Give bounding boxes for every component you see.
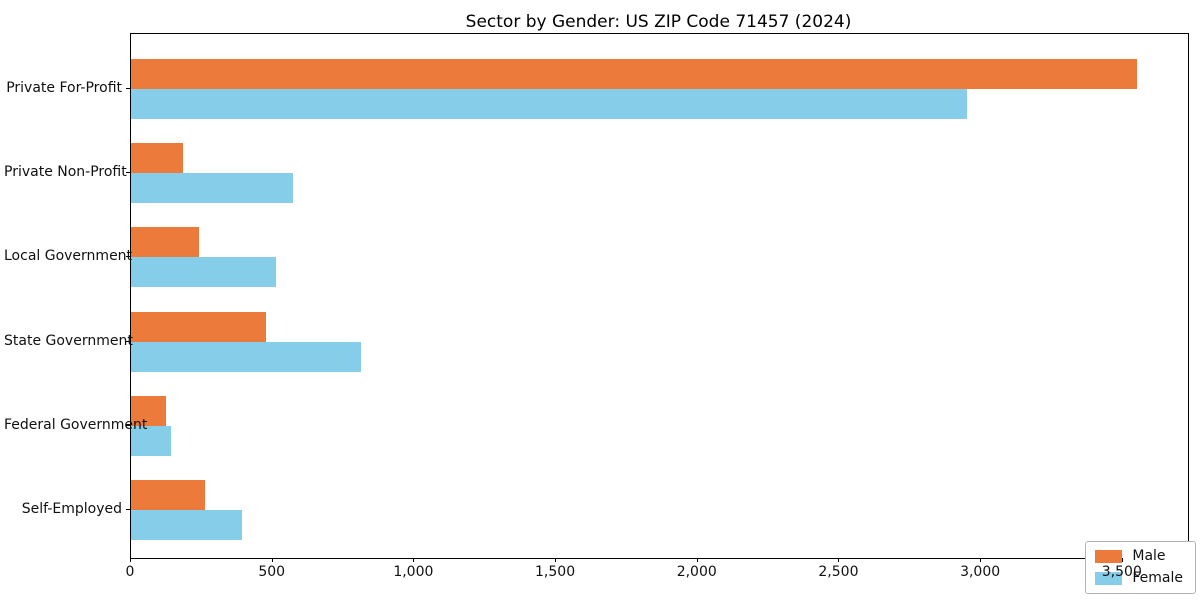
y-tick-label: Federal Government — [4, 416, 148, 433]
x-tick-mark — [1121, 558, 1123, 562]
y-tick-label: Private For-Profit — [6, 79, 122, 96]
bar-female-0 — [131, 88, 967, 119]
bar-male-4 — [131, 395, 166, 426]
y-tick-mark — [126, 87, 130, 89]
legend-row-male: Male — [1095, 549, 1183, 564]
y-tick-mark — [126, 340, 130, 342]
legend-row-female: Female — [1095, 571, 1183, 586]
legend-swatch-female — [1095, 572, 1123, 585]
y-tick-label: State Government — [4, 332, 133, 349]
legend-label-male: Male — [1132, 548, 1166, 564]
x-tick-mark — [413, 558, 415, 562]
y-tick-mark — [126, 172, 130, 173]
x-tick-label: 2,500 — [818, 564, 859, 580]
x-tick-mark — [555, 558, 557, 562]
bar-male-3 — [131, 311, 266, 342]
y-tick-mark — [126, 509, 130, 511]
plot-area — [130, 33, 1189, 559]
x-tick-mark — [980, 558, 982, 562]
x-tick-label: 3,000 — [960, 564, 1001, 580]
y-tick-mark — [126, 256, 130, 258]
x-tick-label: 500 — [258, 564, 286, 580]
legend: Male Female — [1085, 541, 1196, 594]
x-tick-label: 0 — [125, 564, 135, 580]
bar-female-1 — [131, 173, 293, 203]
legend-label-female: Female — [1132, 570, 1183, 586]
x-tick-mark — [130, 558, 131, 562]
bar-male-1 — [131, 143, 183, 173]
x-tick-mark — [271, 558, 273, 562]
y-tick-label: Self-Employed — [21, 501, 122, 518]
bar-female-5 — [131, 510, 242, 541]
bar-male-0 — [131, 58, 1137, 89]
y-tick-label: Local Government — [4, 248, 133, 265]
x-tick-mark — [696, 558, 698, 562]
x-tick-label: 2,000 — [676, 564, 717, 580]
x-tick-label: 1,000 — [393, 564, 434, 580]
y-tick-label: Private Non-Profit — [4, 164, 127, 180]
bar-male-5 — [131, 480, 205, 511]
y-tick-mark — [126, 424, 130, 426]
bar-female-3 — [131, 341, 361, 372]
chart-title: Sector by Gender: US ZIP Code 71457 (202… — [465, 12, 852, 32]
x-tick-label: 1,500 — [535, 564, 576, 580]
x-tick-mark — [838, 558, 840, 562]
bar-female-2 — [131, 257, 276, 288]
bar-female-4 — [131, 425, 171, 456]
legend-swatch-male — [1095, 550, 1123, 563]
bar-male-2 — [131, 227, 199, 258]
x-tick-label: 3,500 — [1101, 564, 1142, 580]
